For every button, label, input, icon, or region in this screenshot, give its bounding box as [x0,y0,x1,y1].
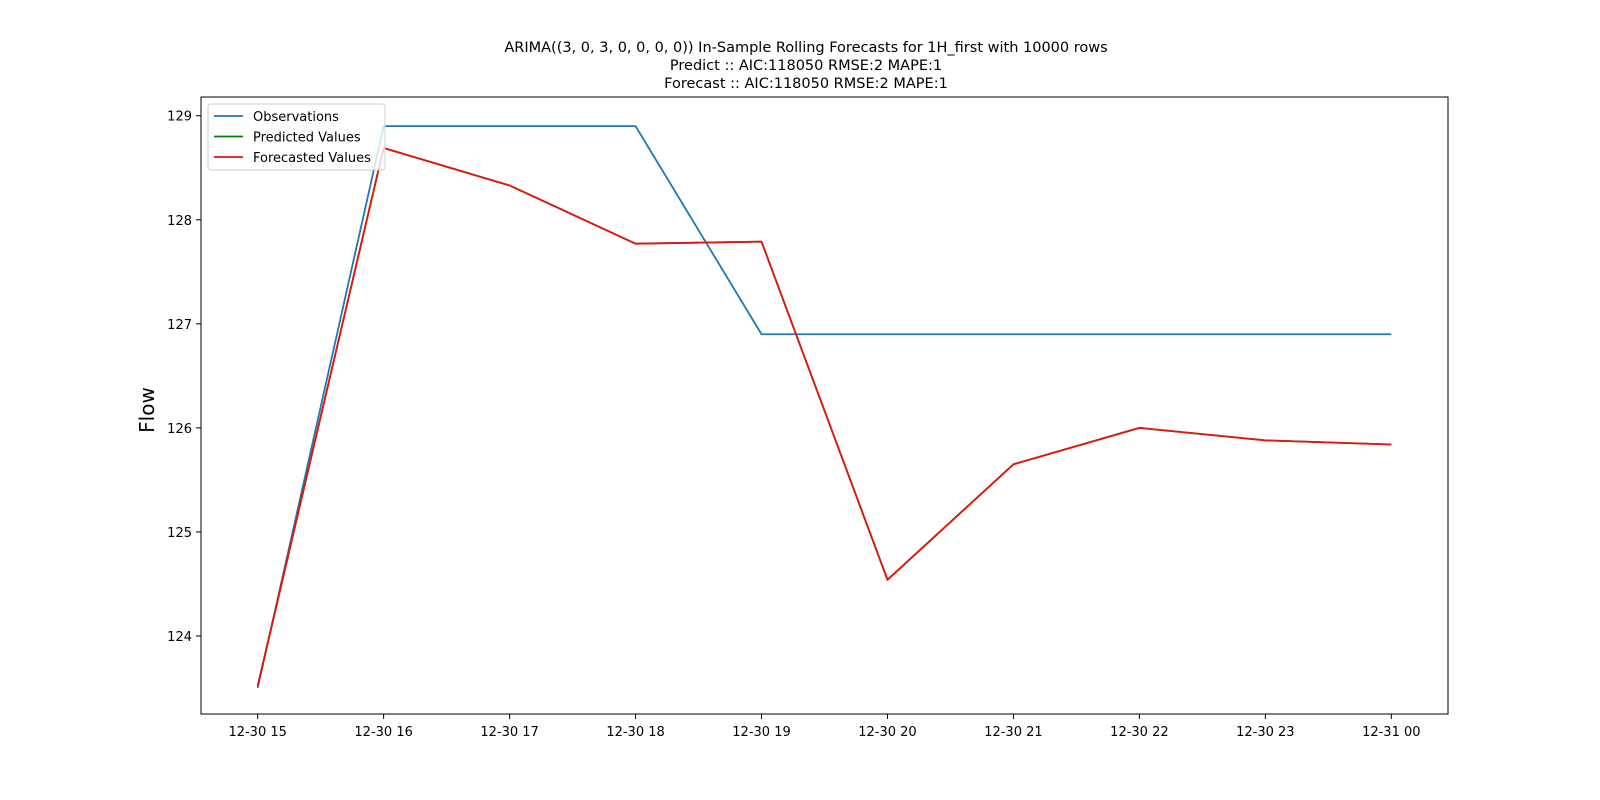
legend-box [207,103,386,171]
x-tick-label: 12-30 20 [858,725,916,740]
x-tick-label: 12-30 22 [1110,725,1168,740]
x-tick-label: 12-31 00 [1362,725,1420,740]
legend: Observations Predicted Values Forecasted V… [207,103,386,171]
legend-label-1: Predicted Values [253,131,361,146]
x-tick-label: 12-30 16 [354,725,412,740]
x-axis-ticks: 12-30 15 12-30 16 12-30 17 12-30 18 12-30 19… [228,714,1421,740]
x-tick-label: 12-30 17 [480,725,538,740]
x-tick-label: 12-30 23 [1236,725,1294,740]
series-layer [256,125,1392,689]
x-tick-label: 12-30 21 [984,725,1042,740]
x-tick-label: 12-30 18 [606,725,664,740]
y-tick-label: 127 [167,318,192,333]
chart-title-line-3: Forecast :: AIC:118050 RMSE:2 MAPE:1 [664,76,948,92]
y-axis-label: Flow [135,387,159,433]
chart-title-line-1: ARIMA((3, 0, 3, 0, 0, 0, 0)) In-Sample R… [504,40,1107,56]
x-tick-label: 12-30 19 [732,725,790,740]
legend-label-0: Observations [253,110,339,125]
y-tick-label: 126 [167,422,192,437]
y-axis-ticks: 124 125 126 127 128 129 [167,110,201,645]
series-line-1 [256,147,1392,687]
series-line-0 [256,125,1392,689]
series-line-2 [256,147,1392,687]
y-tick-label: 129 [167,110,192,125]
legend-label-2: Forecasted Values [253,151,371,166]
x-tick-label: 12-30 15 [228,725,286,740]
y-tick-label: 125 [167,526,192,541]
chart-title-line-2: Predict :: AIC:118050 RMSE:2 MAPE:1 [670,58,942,74]
y-tick-label: 124 [167,630,192,645]
plot-frame [200,96,1449,715]
y-tick-label: 128 [167,214,192,229]
chart-title: ARIMA((3, 0, 3, 0, 0, 0, 0)) In-Sample R… [504,40,1107,92]
